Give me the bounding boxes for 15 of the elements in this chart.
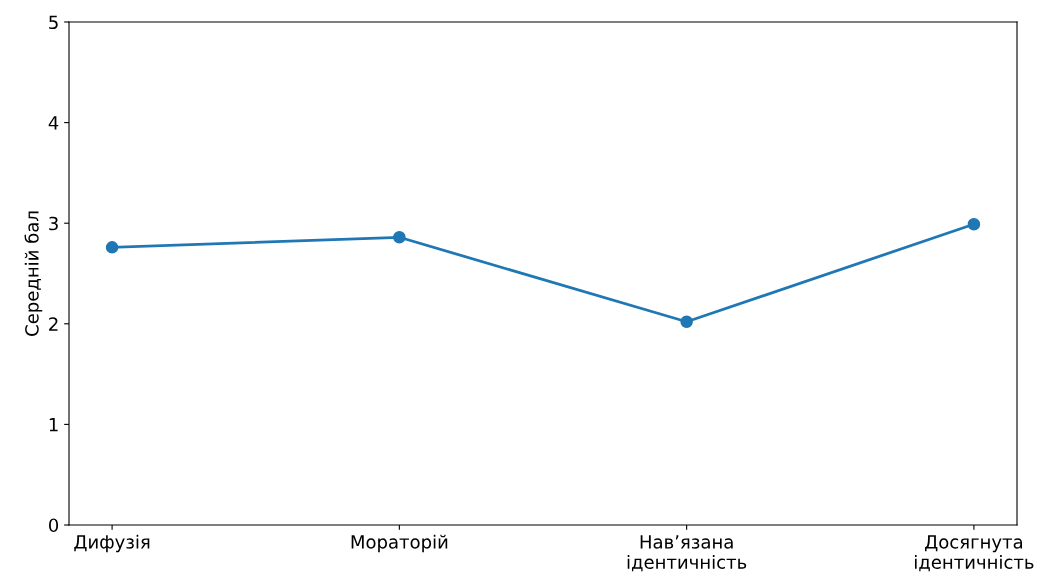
y-tick-label: 0 bbox=[48, 518, 59, 533]
point bbox=[967, 217, 981, 231]
point bbox=[393, 231, 406, 244]
y-axis-title: Середній бал bbox=[24, 211, 43, 336]
point bbox=[105, 241, 119, 254]
y-tick-label: 1 bbox=[49, 418, 58, 432]
y-tick-label: 2 bbox=[49, 317, 58, 331]
point bbox=[680, 315, 693, 329]
x-tick-label: Нав’язана ідентичність bbox=[627, 535, 747, 572]
x-tick-label: Досягнута ідентичність bbox=[914, 535, 1034, 572]
y-tick-label: 5 bbox=[49, 15, 58, 30]
x-tick-label: Дифузія bbox=[74, 534, 150, 553]
y-tick-label: 3 bbox=[49, 216, 58, 231]
y-tick-label: 4 bbox=[48, 116, 59, 130]
x-tick-label: Мораторій bbox=[351, 534, 448, 553]
